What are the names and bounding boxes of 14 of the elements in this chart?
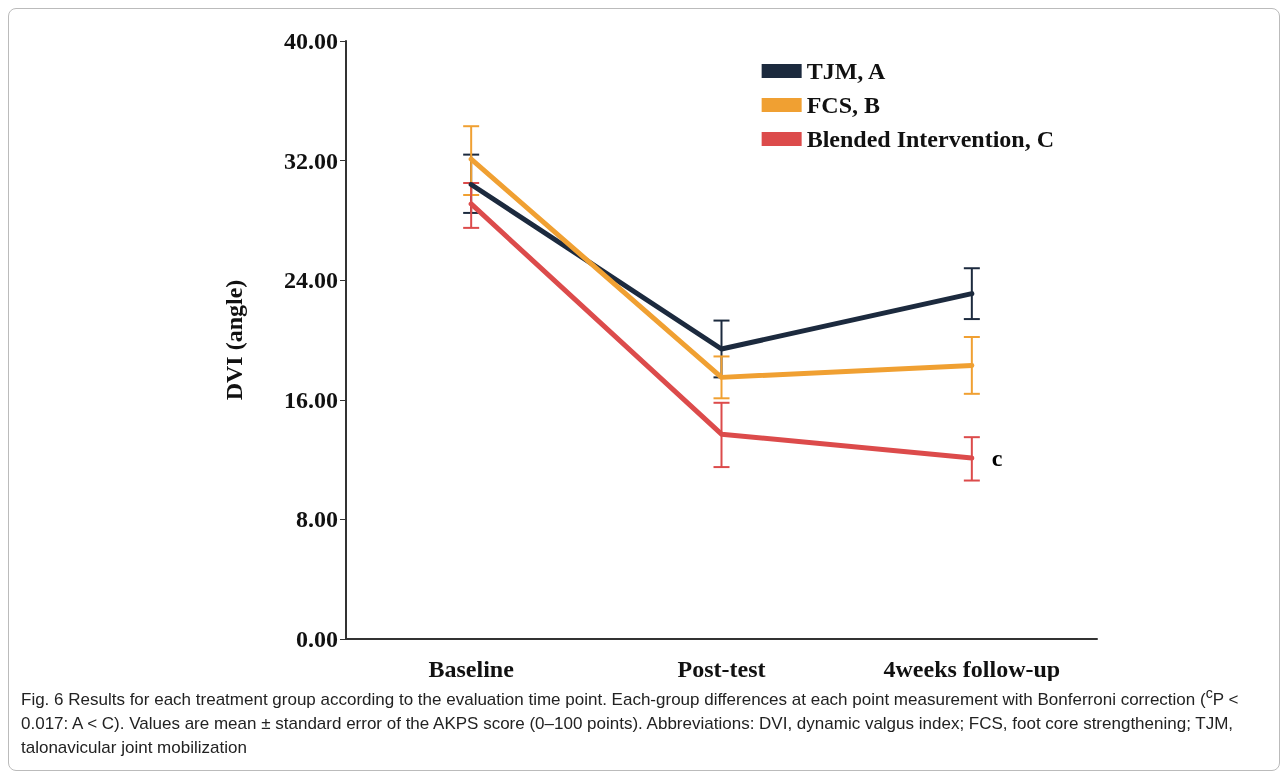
y-tick-label: 32.00 <box>284 147 338 174</box>
x-tick-label: Post-test <box>677 656 766 682</box>
y-tick-label: 40.00 <box>284 28 338 54</box>
legend-label: Blended Intervention, C <box>806 126 1055 152</box>
legend-label: FCS, B <box>806 92 881 118</box>
annotation: c <box>991 445 1003 472</box>
y-axis-title: DVI (angle) <box>221 279 247 401</box>
legend-label: TJM, A <box>806 58 886 84</box>
caption: Fig. 6 Results for each treatment group according to the evaluation time point. Each-group differences at each point measurement with Bonferroni correction ($^{c}$P < 0.017: A < C). Values are mean ± standard error of the AKPS score (0–100 points). Abbreviations: DVI, dynamic valgus index; FCS, foot core strengthening; TJM, talonavicular joint mobilization <box>20 684 1240 759</box>
y-tick-label: 8.00 <box>296 506 338 533</box>
y-tick-label: 24.00 <box>284 267 338 294</box>
y-tick-label: 0.00 <box>296 626 338 652</box>
x-tick-label: Baseline <box>428 656 515 682</box>
y-tick-label: 16.00 <box>284 386 338 413</box>
